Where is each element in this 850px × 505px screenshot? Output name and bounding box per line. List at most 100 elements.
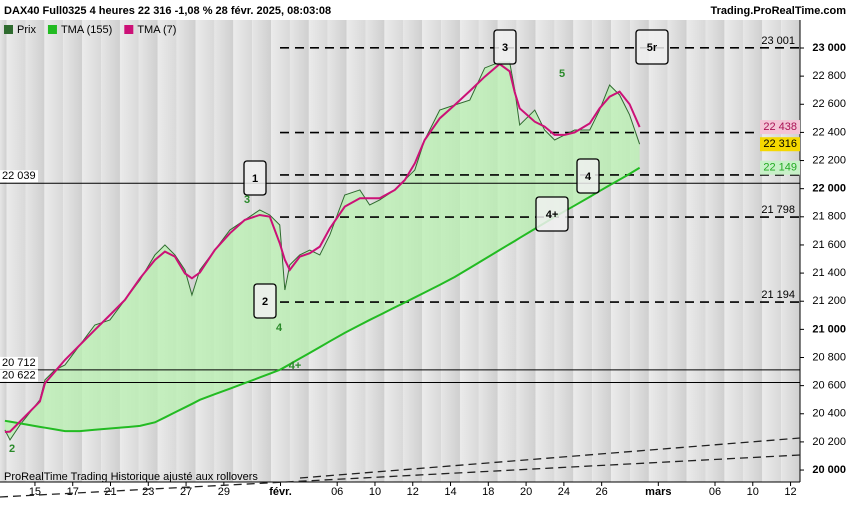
level-label-box — [0, 356, 38, 369]
wave-label: 2 — [9, 443, 15, 455]
day-band — [308, 20, 328, 482]
wave-box — [493, 29, 517, 65]
y-tick-label: 20 000 — [812, 464, 846, 476]
x-tick-label: 20 — [520, 486, 532, 498]
x-tick-label: 12 — [407, 486, 419, 498]
x-tick-label: mars — [645, 486, 671, 498]
wave-label: 4 — [276, 322, 283, 334]
day-band — [781, 20, 800, 482]
y-tick-label: 20 800 — [812, 351, 846, 363]
legend-swatch — [4, 25, 13, 34]
footer: ProRealTime Trading Historique ajusté au… — [4, 471, 258, 483]
site: Trading.ProRealTime.com — [710, 5, 846, 17]
wave-box — [253, 283, 277, 319]
y-tick-label: 21 400 — [812, 267, 846, 279]
x-tick-label: févr. — [269, 486, 292, 498]
day-band — [535, 20, 555, 482]
y-tick-label: 22 800 — [812, 70, 846, 82]
series-line — [4, 61, 641, 441]
last-value-label: 22 316 — [763, 138, 797, 150]
x-tick-label: 23 — [142, 486, 154, 498]
x-tick-label: 21 — [104, 486, 116, 498]
level-label: 21 798 — [761, 204, 795, 216]
x-tick-label: 15 — [29, 486, 41, 498]
level-label-box — [0, 170, 38, 183]
x-tick-label: 29 — [218, 486, 230, 498]
last-value-box — [760, 120, 800, 135]
y-tick-label: 22 200 — [812, 154, 846, 166]
wave-label: 4 — [585, 171, 592, 183]
y-tick-label: 21 000 — [812, 323, 846, 335]
wave-label: 1 — [252, 173, 258, 185]
day-band — [554, 20, 574, 482]
x-tick-label: 10 — [369, 486, 381, 498]
day-band — [743, 20, 763, 482]
level-label: 21 194 — [761, 289, 795, 301]
wave-label: 4+ — [546, 209, 559, 221]
x-tick-label: 14 — [444, 486, 456, 498]
level-label-box — [0, 369, 38, 382]
level-label: 20 622 — [2, 369, 36, 381]
y-tick-label: 23 000 — [812, 42, 846, 54]
wave-label: 3 — [244, 194, 250, 206]
x-tick-label: 06 — [709, 486, 721, 498]
chart-title: DAX40 Full0325 4 heures 22 316 -1,08 % 2… — [4, 5, 331, 17]
x-tick-label: 06 — [331, 486, 343, 498]
day-band — [516, 20, 536, 482]
day-band — [667, 20, 687, 482]
last-value-box — [760, 137, 800, 152]
y-tick-label: 22 400 — [812, 126, 846, 138]
legend-swatch — [124, 25, 134, 34]
last-value-box — [760, 160, 800, 175]
day-band — [724, 20, 744, 482]
channel-line — [299, 437, 801, 479]
day-band — [686, 20, 706, 482]
day-band — [573, 20, 593, 482]
y-tick-label: 21 600 — [812, 239, 846, 251]
y-tick-label: 21 200 — [812, 295, 846, 307]
channel-line — [0, 454, 801, 498]
x-tick-label: 17 — [67, 486, 79, 498]
x-tick-label: 27 — [180, 486, 192, 498]
wave-label: 3 — [502, 42, 508, 54]
x-tick-label: 12 — [784, 486, 796, 498]
day-band — [289, 20, 309, 482]
wave-label: 4+ — [289, 360, 302, 372]
legend-label: Prix — [17, 24, 36, 36]
day-band — [176, 20, 196, 482]
level-label: 23 001 — [761, 35, 795, 47]
last-value-label: 22 438 — [763, 121, 797, 133]
x-tick-label: 24 — [558, 486, 570, 498]
wave-box — [535, 196, 569, 232]
series-line — [4, 62, 641, 434]
legend-label: TMA (7) — [137, 24, 176, 36]
day-band — [629, 20, 649, 482]
wave-box — [243, 160, 267, 196]
y-tick-label: 21 800 — [812, 211, 846, 223]
day-band — [705, 20, 725, 482]
level-label: 20 712 — [2, 357, 36, 369]
y-tick-label: 22 000 — [812, 183, 846, 195]
day-band — [6, 20, 26, 482]
legend-label: TMA (155) — [61, 24, 112, 36]
y-tick-label: 22 600 — [812, 98, 846, 110]
level-label: 22 039 — [2, 170, 36, 182]
last-value-label: 22 149 — [763, 162, 797, 174]
day-band — [648, 20, 668, 482]
wave-label: 2 — [262, 296, 268, 308]
x-tick-label: 10 — [747, 486, 759, 498]
legend-swatch — [47, 25, 57, 34]
x-tick-label: 26 — [596, 486, 608, 498]
day-band — [762, 20, 782, 482]
x-tick-label: 18 — [482, 486, 494, 498]
y-tick-label: 20 400 — [812, 408, 846, 420]
wave-box — [635, 29, 669, 65]
wave-label: 5 — [559, 68, 565, 80]
y-tick-label: 20 600 — [812, 380, 846, 392]
wave-label: 5r — [647, 42, 658, 54]
day-band — [0, 20, 7, 482]
day-band — [195, 20, 215, 482]
wave-box — [576, 158, 600, 194]
y-tick-label: 20 200 — [812, 436, 846, 448]
